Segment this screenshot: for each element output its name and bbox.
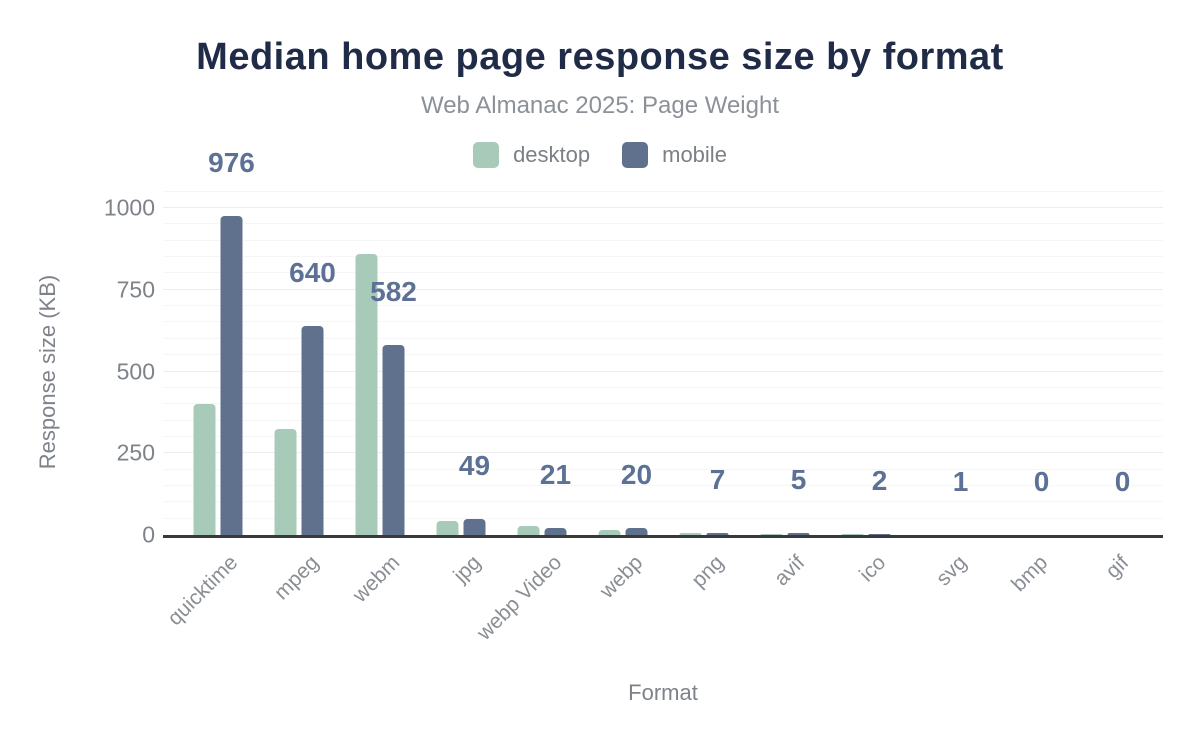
bar-group-png: 7 png <box>663 190 744 592</box>
gridline <box>163 305 1163 307</box>
legend-item-mobile: mobile <box>622 142 727 168</box>
bar-group-webp: 20 webp <box>582 190 663 603</box>
bar-mobile-quicktime <box>220 216 242 535</box>
bar-group-webm: 582 webm <box>339 190 420 607</box>
bar-desktop-ico <box>841 534 863 535</box>
bar-pair <box>841 534 890 535</box>
bar-desktop-webm <box>355 254 377 535</box>
bar-group-mpeg: 640 mpeg <box>258 190 339 604</box>
gridline <box>163 370 1163 372</box>
value-label: 21 <box>539 459 572 491</box>
gridline <box>163 321 1163 323</box>
bar-desktop-png <box>679 533 701 535</box>
bar-desktop-webp Video <box>517 526 539 535</box>
y-tick-label: 0 <box>142 521 155 548</box>
plot-area <box>163 190 1163 538</box>
bar-group-gif: 0 gif <box>1068 190 1149 583</box>
bar-pair <box>760 533 809 535</box>
bar-mobile-png <box>706 533 728 535</box>
gridline <box>163 484 1163 486</box>
gridline <box>163 468 1163 470</box>
bar-desktop-quicktime <box>193 404 215 535</box>
bar-mobile-webp Video <box>544 528 566 535</box>
gridline <box>163 223 1163 225</box>
gridline <box>163 501 1163 503</box>
gridline <box>163 288 1163 290</box>
bar-group-avif: 5 avif <box>744 190 825 590</box>
bar-group-svg: 1 svg <box>906 190 987 590</box>
gridline <box>163 403 1163 405</box>
bar-group-quicktime: 976 quicktime <box>163 148 258 630</box>
value-label: 0 <box>1114 466 1131 497</box>
gridline <box>163 354 1163 356</box>
bar-pair <box>679 533 728 535</box>
gridline <box>163 452 1163 454</box>
value-label: 640 <box>289 256 336 288</box>
bar-mobile-webp <box>625 528 647 535</box>
bar-groups: 976 quicktime 640 mpeg 582 webm 49 jpg 21 webp Vi… <box>163 148 1149 645</box>
desktop-swatch-icon <box>473 142 500 168</box>
bar-desktop-avif <box>760 534 782 535</box>
x-axis-title: Format <box>628 680 698 705</box>
bar-mobile-mpeg <box>301 326 323 535</box>
value-label: 976 <box>208 146 255 178</box>
bar-mobile-jpg <box>463 519 485 535</box>
value-label: 7 <box>709 463 726 495</box>
bar-mobile-ico <box>868 534 890 535</box>
gridline <box>163 435 1163 437</box>
y-axis-title: Response size (KB) <box>35 274 60 470</box>
bar-pair <box>355 254 404 535</box>
bar-desktop-jpg <box>436 521 458 535</box>
bar-desktop-mpeg <box>274 429 296 535</box>
bar-pair <box>274 326 323 535</box>
gridline <box>163 386 1163 388</box>
gridline <box>163 337 1163 339</box>
value-label: 49 <box>458 449 491 481</box>
y-tick-label: 1000 <box>103 194 155 221</box>
gridline <box>163 190 1163 192</box>
value-label: 1 <box>952 465 969 497</box>
gridline <box>163 272 1163 274</box>
mobile-swatch-icon <box>622 142 649 168</box>
y-axis-ticks: 0 250 500 750 1000 <box>60 190 155 548</box>
bar-mobile-avif <box>787 533 809 535</box>
bar-mobile-webm <box>382 345 404 535</box>
bar-pair <box>436 519 485 535</box>
value-label: 2 <box>871 465 888 497</box>
gridline <box>163 239 1163 241</box>
legend-item-desktop: desktop <box>473 142 590 168</box>
chart-subtitle: Web Almanac 2025: Page Weight <box>420 92 779 119</box>
gridline <box>163 256 1163 258</box>
value-label: 0 <box>1033 466 1050 497</box>
chart-title: Median home page response size by format <box>196 36 1004 78</box>
value-label: 20 <box>620 459 653 491</box>
y-tick-label: 750 <box>116 276 155 303</box>
value-label: 5 <box>790 464 807 496</box>
bar-pair <box>517 526 566 535</box>
bar-group-ico: 2 ico <box>825 190 906 586</box>
gridline <box>163 207 1163 208</box>
bar-pair <box>598 528 647 535</box>
x-axis-line <box>163 535 1163 538</box>
gridline <box>163 517 1163 519</box>
value-label: 582 <box>370 275 417 307</box>
y-tick-label: 250 <box>116 439 155 466</box>
y-tick-label: 500 <box>116 358 155 384</box>
legend-label-mobile: mobile <box>662 142 727 167</box>
bar-group-jpg: 49 jpg <box>420 190 501 587</box>
gridline <box>163 419 1163 421</box>
bar-group-bmp: 0 bmp <box>987 190 1068 597</box>
bar-pair <box>193 216 242 535</box>
legend: desktop mobile <box>0 142 1200 168</box>
bar-desktop-webp <box>598 530 620 535</box>
bar-group-webp Video: 21 webp Video <box>472 190 582 645</box>
legend-label-desktop: desktop <box>513 142 591 167</box>
